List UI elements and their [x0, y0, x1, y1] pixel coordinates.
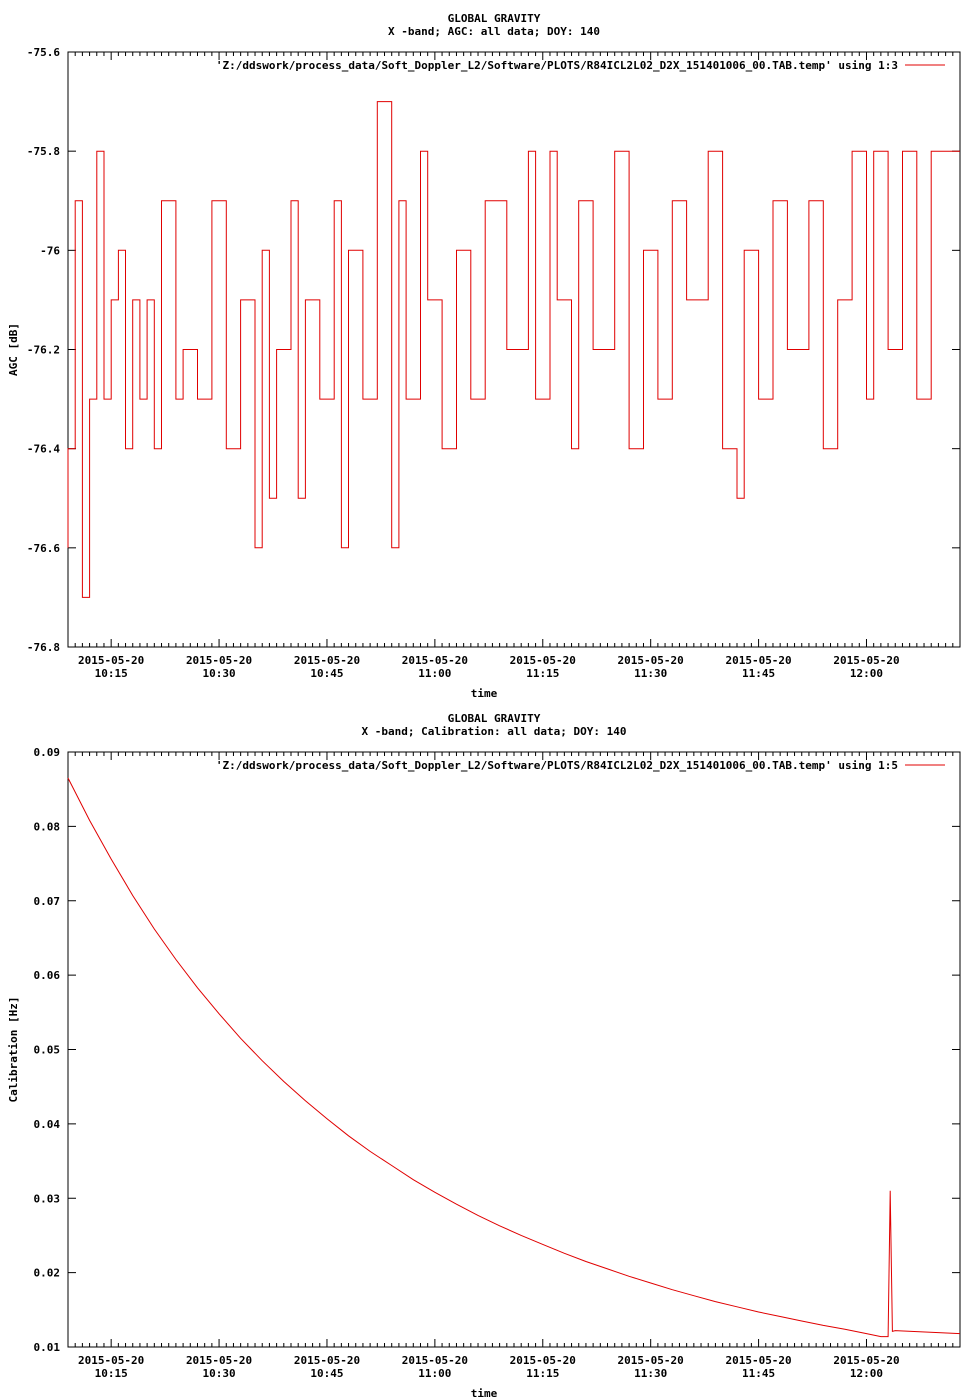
- y-tick-label: -76: [40, 244, 60, 257]
- x-tick-date: 2015-05-20: [510, 654, 576, 667]
- x-tick-time: 11:30: [634, 1367, 667, 1380]
- x-tick-date: 2015-05-20: [294, 1354, 360, 1367]
- x-tick-date: 2015-05-20: [725, 654, 791, 667]
- x-tick-date: 2015-05-20: [833, 654, 899, 667]
- x-tick-time: 11:00: [418, 1367, 451, 1380]
- x-tick-time: 10:30: [203, 1367, 236, 1380]
- x-axis-label: time: [471, 687, 498, 700]
- x-tick-date: 2015-05-20: [78, 654, 144, 667]
- series-line-1: [67, 101, 960, 598]
- y-axis-label: Calibration [Hz]: [7, 997, 20, 1103]
- y-tick-label: 0.03: [34, 1192, 61, 1205]
- y-tick-label: 0.06: [34, 969, 61, 982]
- y-tick-label: 0.07: [34, 895, 61, 908]
- x-tick-time: 11:00: [418, 667, 451, 680]
- x-tick-date: 2015-05-20: [186, 654, 252, 667]
- chart-subtitle: X -band; Calibration: all data; DOY: 140: [362, 725, 627, 738]
- x-tick-date: 2015-05-20: [833, 1354, 899, 1367]
- chart-title: GLOBAL GRAVITY: [448, 12, 541, 25]
- y-tick-label: 0.02: [34, 1267, 61, 1280]
- chart-subtitle: X -band; AGC: all data; DOY: 140: [388, 25, 600, 38]
- y-axis-label: AGC [dB]: [7, 323, 20, 376]
- x-tick-time: 10:15: [95, 1367, 128, 1380]
- x-tick-date: 2015-05-20: [186, 1354, 252, 1367]
- x-tick-date: 2015-05-20: [294, 654, 360, 667]
- y-tick-label: -76.2: [27, 344, 60, 357]
- x-axis-label: time: [471, 1387, 498, 1400]
- y-tick-label: -76.4: [27, 443, 60, 456]
- y-tick-label: 0.05: [34, 1044, 61, 1057]
- legend-label: 'Z:/ddswork/process_data/Soft_Doppler_L2…: [216, 59, 898, 72]
- x-tick-date: 2015-05-20: [78, 1354, 144, 1367]
- x-tick-time: 11:45: [742, 667, 775, 680]
- y-tick-label: -76.8: [27, 641, 60, 654]
- x-tick-time: 11:45: [742, 1367, 775, 1380]
- x-tick-time: 11:15: [526, 667, 559, 680]
- x-tick-time: 10:45: [310, 667, 343, 680]
- x-tick-time: 12:00: [850, 1367, 883, 1380]
- x-tick-date: 2015-05-20: [618, 1354, 684, 1367]
- x-tick-date: 2015-05-20: [618, 654, 684, 667]
- x-tick-date: 2015-05-20: [402, 654, 468, 667]
- y-tick-label: -76.6: [27, 542, 60, 555]
- x-tick-date: 2015-05-20: [402, 1354, 468, 1367]
- y-tick-label: -75.8: [27, 145, 60, 158]
- chart-title: GLOBAL GRAVITY: [448, 712, 541, 725]
- y-tick-label: 0.04: [34, 1118, 61, 1131]
- plot-frame: [67, 751, 961, 1348]
- y-tick-label: -75.6: [27, 46, 60, 59]
- x-tick-time: 11:15: [526, 1367, 559, 1380]
- y-tick-label: 0.01: [34, 1341, 61, 1354]
- x-tick-date: 2015-05-20: [725, 1354, 791, 1367]
- x-tick-time: 12:00: [850, 667, 883, 680]
- series-line-1: [67, 777, 961, 1338]
- y-tick-label: 0.08: [34, 820, 61, 833]
- x-tick-time: 10:45: [310, 1367, 343, 1380]
- x-tick-time: 11:30: [634, 667, 667, 680]
- x-tick-time: 10:15: [95, 667, 128, 680]
- y-tick-label: 0.09: [34, 746, 61, 759]
- x-tick-time: 10:30: [203, 667, 236, 680]
- x-tick-date: 2015-05-20: [510, 1354, 576, 1367]
- legend-label: 'Z:/ddswork/process_data/Soft_Doppler_L2…: [216, 759, 898, 772]
